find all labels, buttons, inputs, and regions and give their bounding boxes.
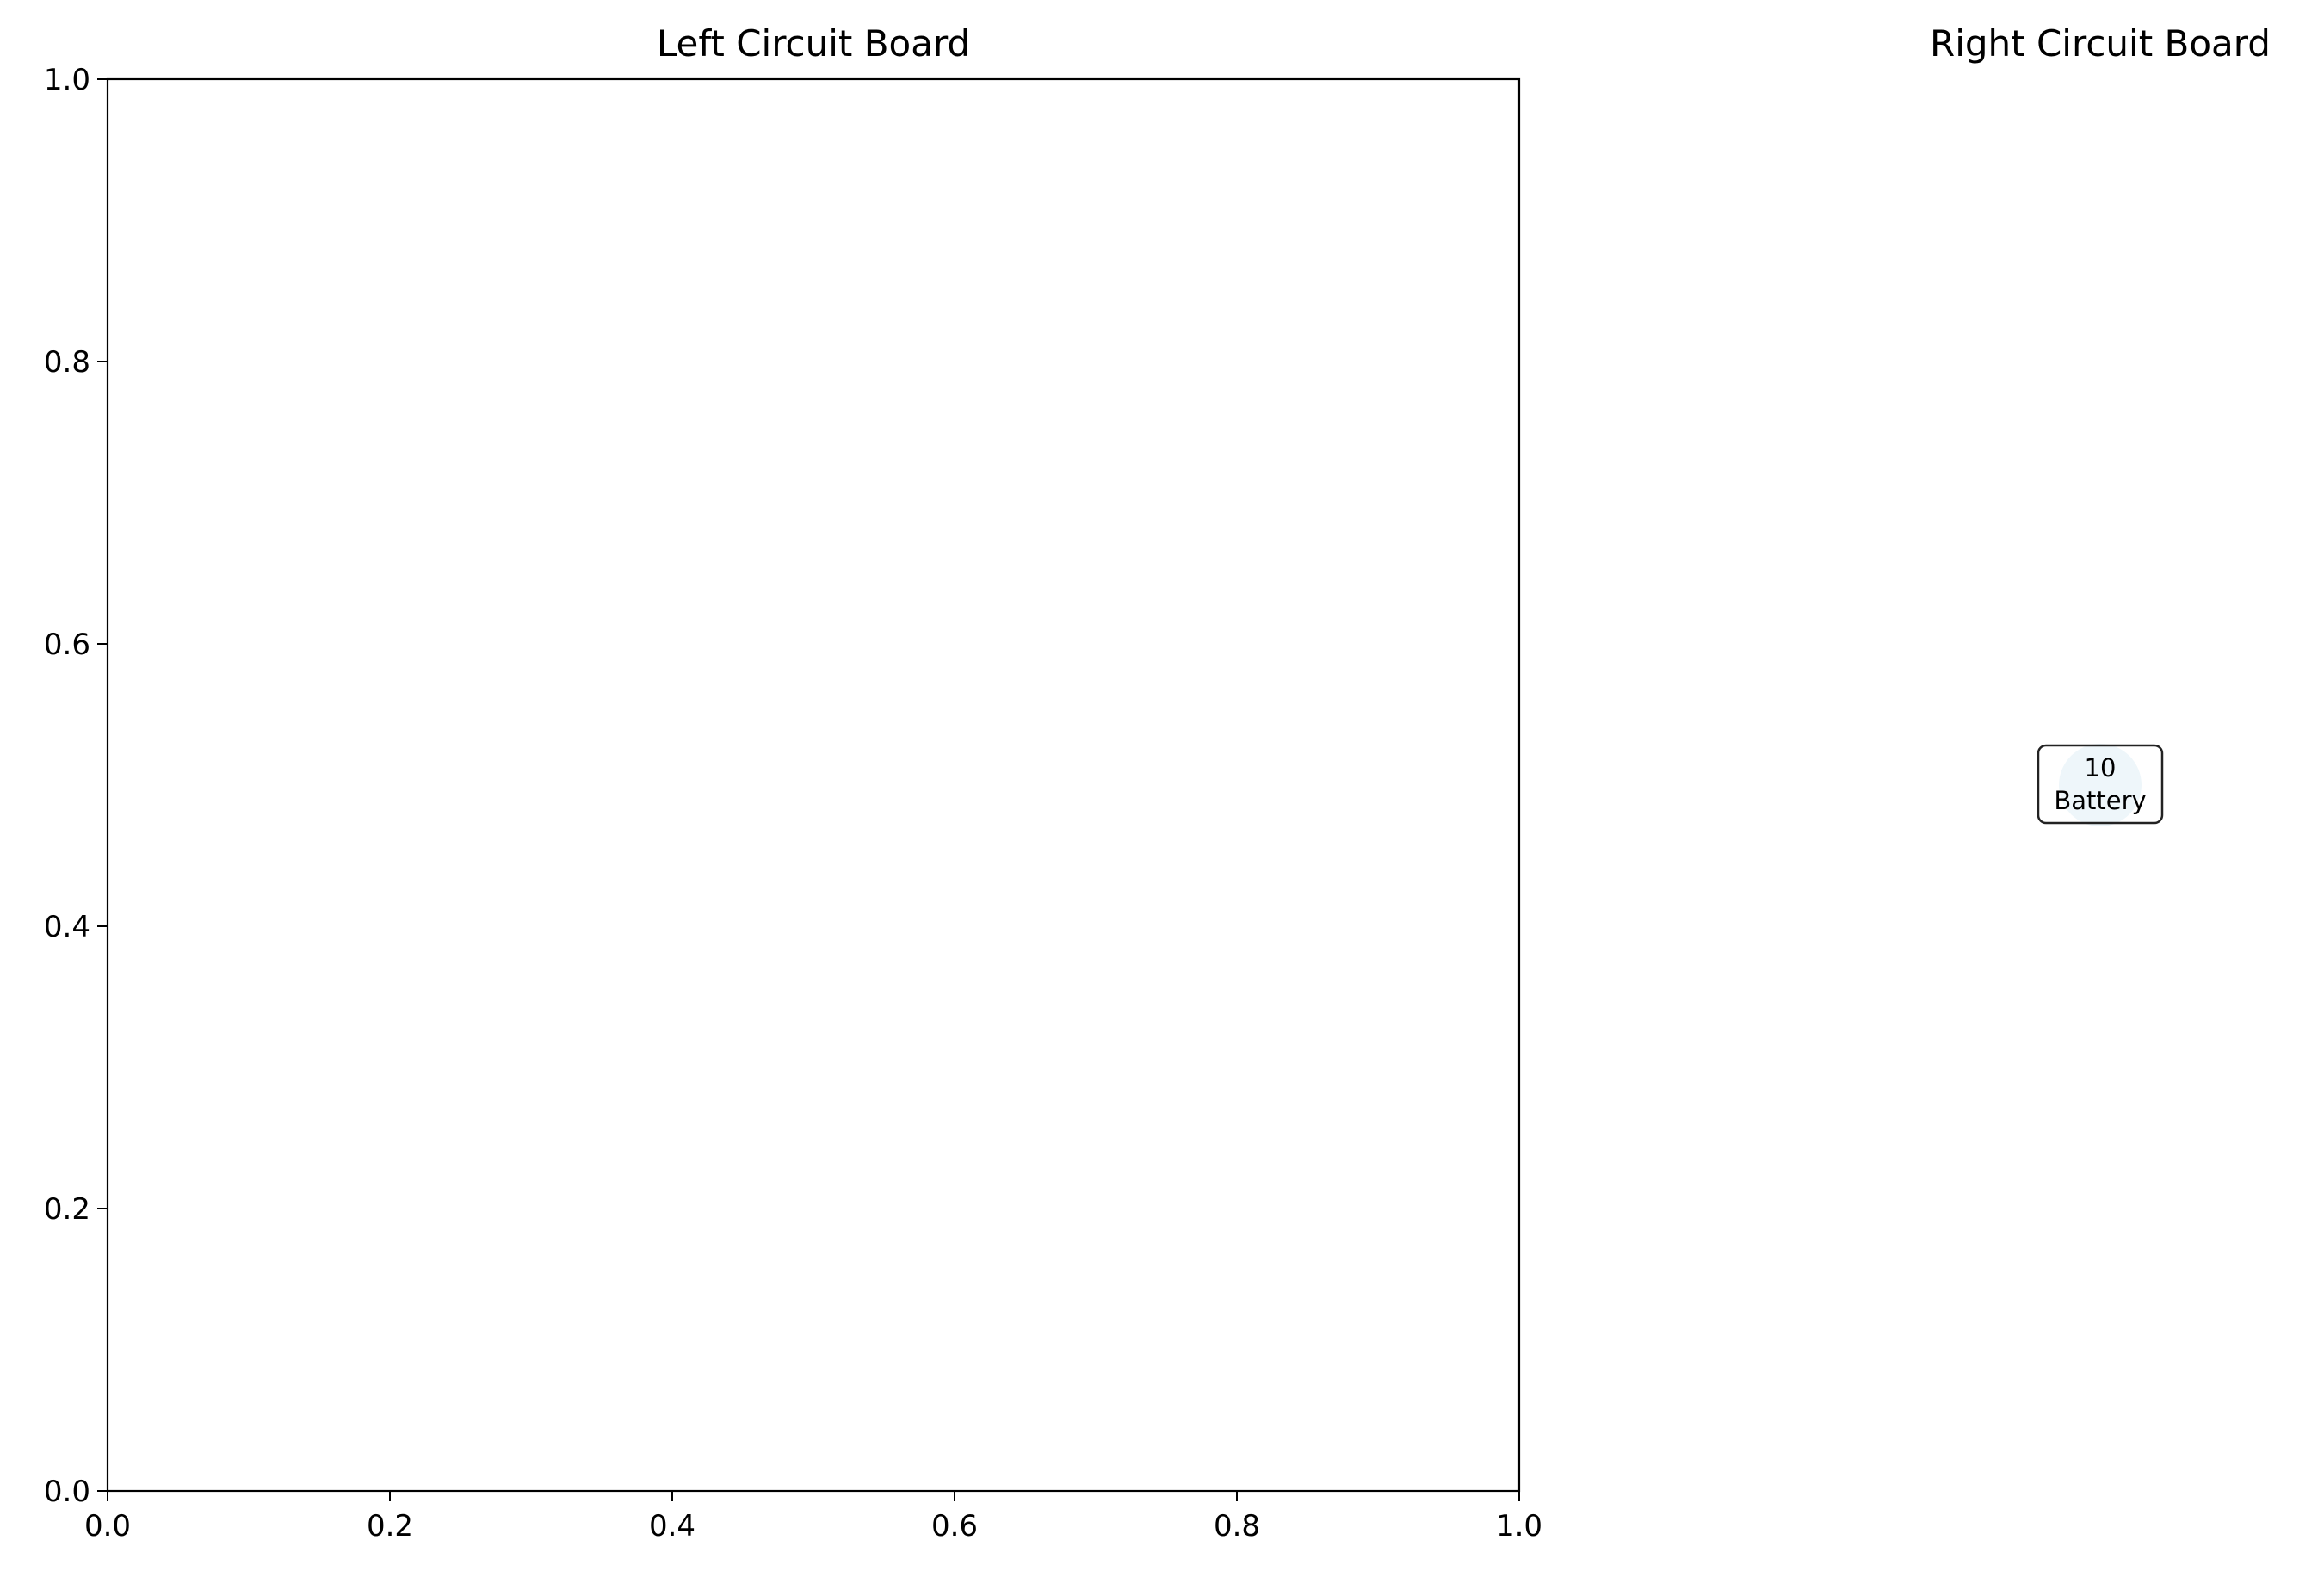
node-label-box bbox=[2037, 744, 2164, 825]
x-tick-label: 0.4 bbox=[649, 1509, 695, 1543]
x-tick-label: 0.0 bbox=[84, 1509, 131, 1543]
y-tick-label: 0.2 bbox=[44, 1192, 90, 1227]
y-tick-label: 0.0 bbox=[44, 1475, 90, 1509]
node-name: Battery bbox=[2054, 786, 2146, 815]
right-nodes: 10 Battery bbox=[2037, 744, 2164, 826]
y-tick-label: 0.8 bbox=[44, 345, 90, 380]
node-battery: 10 Battery bbox=[2037, 744, 2164, 826]
left-x-axis: 0.0 0.2 0.4 0.6 0.8 1.0 bbox=[84, 1491, 1542, 1543]
left-y-axis: 0.0 0.2 0.4 0.6 0.8 1.0 bbox=[44, 63, 108, 1509]
x-tick-label: 1.0 bbox=[1496, 1509, 1542, 1543]
node-value: 10 bbox=[2085, 753, 2117, 782]
x-tick-label: 0.8 bbox=[1214, 1509, 1260, 1543]
y-tick-label: 0.6 bbox=[44, 628, 90, 662]
left-chart: Left Circuit Board 0.0 0.2 0.4 0.6 0.8 1.0 0.… bbox=[44, 22, 1542, 1543]
y-tick-label: 1.0 bbox=[44, 63, 90, 97]
right-chart-title: Right Circuit Board bbox=[1930, 22, 2271, 65]
right-chart: Right Circuit Board 10 Battery bbox=[1930, 22, 2271, 826]
left-chart-title: Left Circuit Board bbox=[657, 22, 970, 65]
node-marker bbox=[2059, 744, 2142, 826]
x-tick-label: 0.2 bbox=[367, 1509, 413, 1543]
x-tick-label: 0.6 bbox=[931, 1509, 978, 1543]
left-plot-area bbox=[106, 77, 1521, 1493]
y-tick-label: 0.4 bbox=[44, 910, 90, 944]
